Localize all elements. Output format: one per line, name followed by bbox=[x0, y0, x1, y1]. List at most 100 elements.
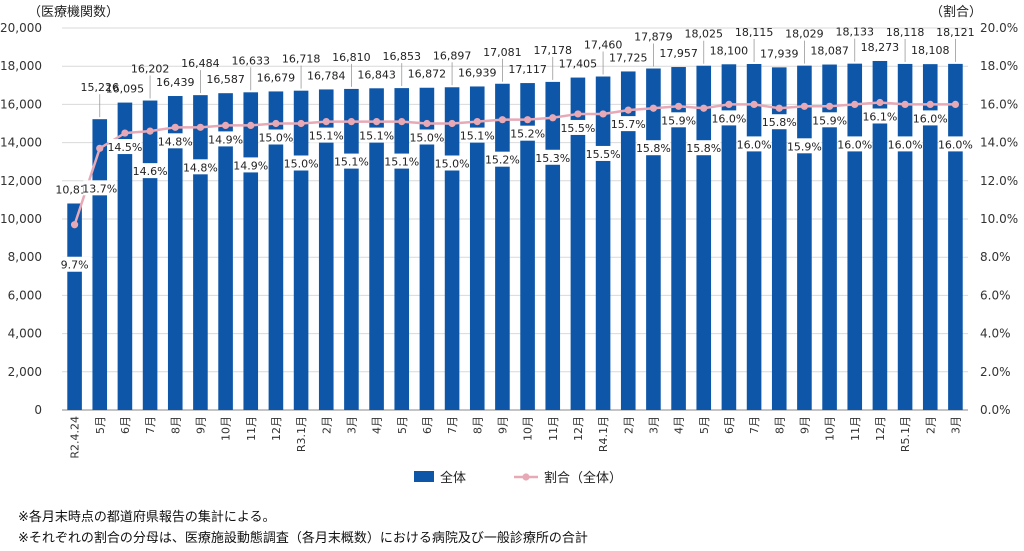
x-tick-label: 7月 bbox=[446, 416, 459, 434]
x-tick-label: 10月 bbox=[220, 416, 233, 441]
ratio-point bbox=[423, 119, 431, 128]
ratio-label-box bbox=[636, 140, 670, 156]
bar-value-label: 16,843 bbox=[357, 68, 396, 81]
bar bbox=[243, 92, 259, 411]
right-tick-label: 18.0% bbox=[980, 59, 1018, 73]
ratio-label-box bbox=[838, 136, 872, 152]
ratio-point bbox=[901, 100, 909, 108]
ratio-point bbox=[398, 117, 406, 126]
ratio-point bbox=[448, 119, 456, 128]
ratio-value-label: 15.9% bbox=[812, 114, 847, 127]
ratio-label-box bbox=[259, 129, 293, 145]
ratio-label-box bbox=[485, 151, 519, 167]
ratio-value-label: 13.7% bbox=[82, 182, 117, 195]
footnote-2: ※それぞれの割合の分母は、医療施設動態調査（各月末概数）における病院及び一般診療… bbox=[18, 531, 588, 546]
bar-value-label: 18,025 bbox=[685, 28, 724, 41]
bar bbox=[419, 87, 435, 410]
ratio-point bbox=[523, 116, 532, 124]
bar-value-label: 17,939 bbox=[760, 47, 799, 60]
left-tick-label: 16,000 bbox=[0, 97, 42, 111]
ratio-value-label: 15.3% bbox=[535, 152, 570, 165]
ratio-value-label: 15.5% bbox=[560, 122, 595, 135]
ratio-point bbox=[272, 119, 280, 128]
right-tick-label: 2.0% bbox=[980, 365, 1011, 379]
bar bbox=[897, 63, 913, 411]
x-tick-label: 9月 bbox=[798, 416, 811, 434]
x-tick-label: 7月 bbox=[748, 416, 761, 434]
bar-value-label: 18,273 bbox=[861, 41, 900, 54]
bar-value-label: 16,939 bbox=[458, 66, 497, 79]
bar-value-label: 16,853 bbox=[383, 50, 422, 63]
x-tick-label: R3.1月 bbox=[295, 416, 308, 452]
bar-value-label: 16,439 bbox=[156, 76, 195, 89]
x-tick-label: 8月 bbox=[471, 416, 484, 434]
bar-value-label: 16,095 bbox=[106, 83, 145, 96]
footnote-1: ※各月末時点の都道府県報告の集計による。 bbox=[18, 510, 276, 525]
x-tick-label: 12月 bbox=[270, 416, 283, 441]
left-tick-label: 2,000 bbox=[8, 365, 42, 379]
ratio-label-box bbox=[334, 153, 368, 169]
ratio-point bbox=[700, 104, 708, 112]
bar bbox=[268, 91, 284, 411]
left-tick-label: 4,000 bbox=[8, 327, 42, 341]
bar-value-label: 17,117 bbox=[508, 63, 547, 76]
x-tick-label: 2月 bbox=[622, 416, 635, 434]
ratio-label-box bbox=[385, 153, 419, 169]
ratio-value-label: 15.2% bbox=[510, 128, 545, 141]
x-tick-label: 11月 bbox=[547, 416, 560, 441]
bar bbox=[444, 87, 460, 410]
bar bbox=[847, 63, 863, 410]
x-tick-label: 5月 bbox=[698, 416, 711, 434]
bar-value-label: 18,121 bbox=[936, 26, 975, 39]
bar-value-label: 16,484 bbox=[181, 57, 220, 70]
ratio-label-box bbox=[309, 127, 343, 143]
bar bbox=[394, 88, 410, 410]
bar bbox=[822, 64, 837, 410]
bar bbox=[721, 64, 737, 410]
ratio-value-label: 16.0% bbox=[711, 112, 746, 125]
legend-line-marker bbox=[522, 473, 530, 481]
left-tick-label: 0 bbox=[34, 403, 42, 417]
bar-value-label: 18,118 bbox=[886, 26, 925, 39]
x-tick-label: 11月 bbox=[245, 416, 258, 441]
bar bbox=[746, 64, 762, 410]
ratio-point bbox=[951, 100, 960, 108]
ratio-label-box bbox=[234, 157, 268, 173]
ratio-point bbox=[599, 110, 607, 118]
ratio-point bbox=[372, 117, 381, 126]
ratio-value-label: 15.1% bbox=[359, 130, 394, 143]
x-tick-label: 10月 bbox=[522, 416, 535, 441]
bar bbox=[872, 60, 888, 411]
left-tick-label: 8,000 bbox=[8, 250, 42, 264]
bar bbox=[193, 95, 208, 410]
ratio-point bbox=[926, 100, 934, 108]
ratio-label-box bbox=[536, 149, 570, 165]
left-axis-title: （医療機関数） bbox=[28, 5, 119, 20]
ratio-value-label: 15.0% bbox=[258, 132, 293, 145]
bar bbox=[620, 71, 636, 410]
ratio-value-label: 15.0% bbox=[409, 132, 444, 145]
ratio-label-box bbox=[284, 155, 318, 171]
ratio-label-box bbox=[360, 127, 394, 143]
bar-value-label: 16,633 bbox=[232, 54, 271, 67]
bar bbox=[797, 65, 812, 410]
bar bbox=[948, 63, 963, 410]
ratio-label-box bbox=[58, 256, 92, 272]
ratio-value-label: 16.0% bbox=[888, 138, 923, 151]
ratio-label-box bbox=[561, 119, 595, 135]
bar-value-label: 18,029 bbox=[785, 28, 824, 41]
right-axis-title: （割合） bbox=[930, 4, 982, 20]
ratio-label-box bbox=[813, 112, 847, 128]
bar-value-label: 16,897 bbox=[433, 49, 472, 62]
legend-bar-label: 全体 bbox=[440, 470, 466, 486]
bar-value-label: 15,226 bbox=[81, 81, 120, 94]
ratio-value-label: 15.7% bbox=[611, 118, 646, 131]
x-tick-label: 8月 bbox=[773, 416, 786, 434]
ratio-label-box bbox=[108, 139, 142, 155]
ratio-point bbox=[750, 100, 758, 108]
ratio-point bbox=[322, 117, 330, 126]
ratio-value-label: 15.2% bbox=[485, 154, 520, 167]
ratio-point bbox=[473, 117, 481, 126]
x-tick-label: 3月 bbox=[949, 416, 962, 434]
ratio-label-box bbox=[687, 140, 721, 156]
